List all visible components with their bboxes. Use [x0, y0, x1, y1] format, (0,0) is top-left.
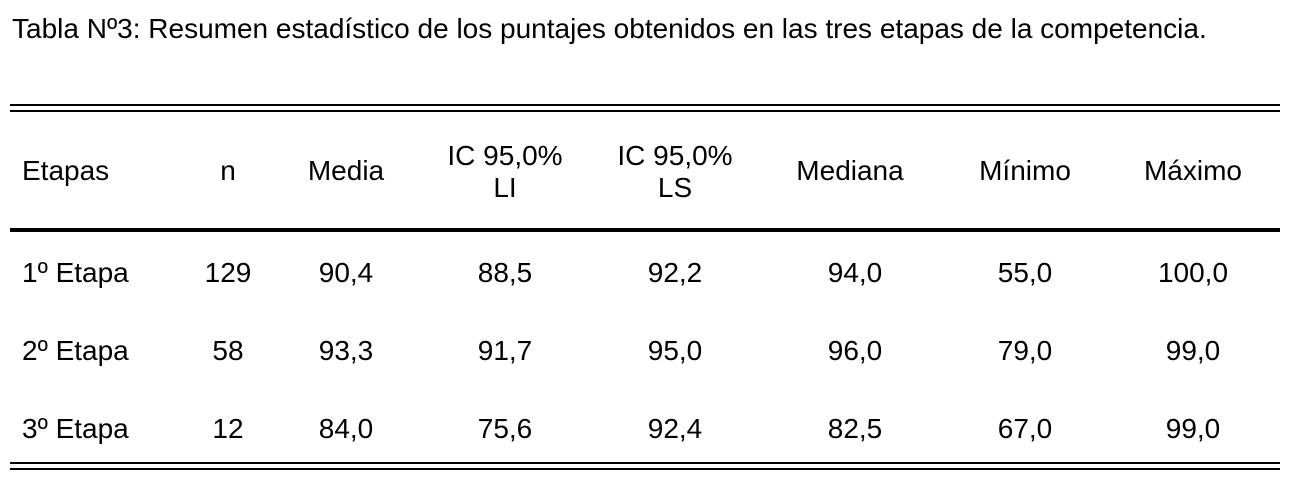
- row-3-maximo: 99,0: [1165, 413, 1221, 444]
- header-bottom-rule: [10, 228, 1280, 232]
- header-n: n: [220, 155, 236, 186]
- row-3-ic-ls: 92,4: [647, 413, 703, 444]
- row-3-etapa: 3º Etapa: [22, 413, 129, 444]
- table-bottom-rule: [10, 462, 1280, 464]
- header-ic-li: IC 95,0% LI: [430, 140, 580, 204]
- header-ic-li-line1: IC 95,0%: [447, 140, 563, 171]
- row-1-mediana: 94,0: [827, 257, 883, 288]
- header-ic-ls-line1: IC 95,0%: [617, 140, 733, 171]
- row-2-mediana: 96,0: [827, 335, 883, 366]
- table-top-rule: [10, 104, 1280, 106]
- row-3-ic-li: 75,6: [477, 413, 533, 444]
- row-2-maximo: 99,0: [1165, 335, 1221, 366]
- row-1-n: 129: [204, 257, 252, 288]
- row-2-media: 93,3: [318, 335, 374, 366]
- header-maximo: Máximo: [1143, 155, 1242, 186]
- row-3-mediana: 82,5: [827, 413, 883, 444]
- row-1-maximo: 100,0: [1157, 257, 1229, 288]
- table-caption: Tabla Nº3: Resumen estadístico de los pu…: [12, 13, 1207, 44]
- header-ic-ls: IC 95,0% LS: [600, 140, 750, 204]
- row-2-ic-li: 91,7: [477, 335, 533, 366]
- table-top-rule-secondary: [10, 110, 1280, 112]
- row-3-media: 84,0: [318, 413, 374, 444]
- header-ic-li-line2: LI: [493, 172, 517, 203]
- row-1-etapa: 1º Etapa: [22, 257, 129, 288]
- header-etapas: Etapas: [22, 155, 110, 186]
- header-minimo: Mínimo: [979, 155, 1071, 186]
- row-2-etapa: 2º Etapa: [22, 335, 129, 366]
- row-3-n: 12: [212, 413, 244, 444]
- row-2-n: 58: [212, 335, 244, 366]
- row-2-minimo: 79,0: [997, 335, 1053, 366]
- header-ic-ls-line2: LS: [657, 172, 693, 203]
- header-mediana: Mediana: [796, 155, 904, 186]
- header-media: Media: [307, 155, 385, 186]
- table-bottom-rule-secondary: [10, 468, 1280, 470]
- row-1-minimo: 55,0: [997, 257, 1053, 288]
- row-1-media: 90,4: [318, 257, 374, 288]
- row-1-ic-li: 88,5: [477, 257, 533, 288]
- row-3-minimo: 67,0: [997, 413, 1053, 444]
- row-2-ic-ls: 95,0: [647, 335, 703, 366]
- row-1-ic-ls: 92,2: [647, 257, 703, 288]
